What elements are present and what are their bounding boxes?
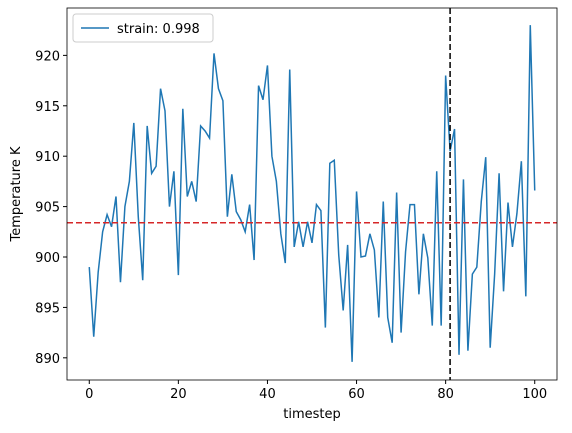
x-tick-label: 60 — [348, 387, 365, 402]
y-tick-label: 900 — [35, 251, 60, 266]
x-tick-label: 40 — [259, 387, 276, 402]
y-tick-label: 920 — [35, 49, 60, 64]
y-tick-label: 895 — [35, 301, 60, 316]
legend-box — [72, 13, 214, 43]
y-axis-label: Temperature K — [9, 146, 24, 242]
y-tick-label: 905 — [35, 201, 60, 216]
legend-label: strain: 0.998 — [117, 22, 200, 37]
data-line — [88, 25, 536, 362]
y-tick-label: 915 — [35, 100, 60, 115]
y-tick-label: 890 — [35, 352, 60, 367]
x-tick-label: 0 — [85, 387, 93, 402]
y-tick-label: 910 — [35, 150, 60, 165]
x-tick-label: 100 — [522, 387, 547, 402]
plot-frame — [66, 7, 558, 381]
x-tick-label: 20 — [170, 387, 187, 402]
x-tick-label: 80 — [437, 387, 454, 402]
x-axis-label: timestep — [283, 407, 341, 422]
